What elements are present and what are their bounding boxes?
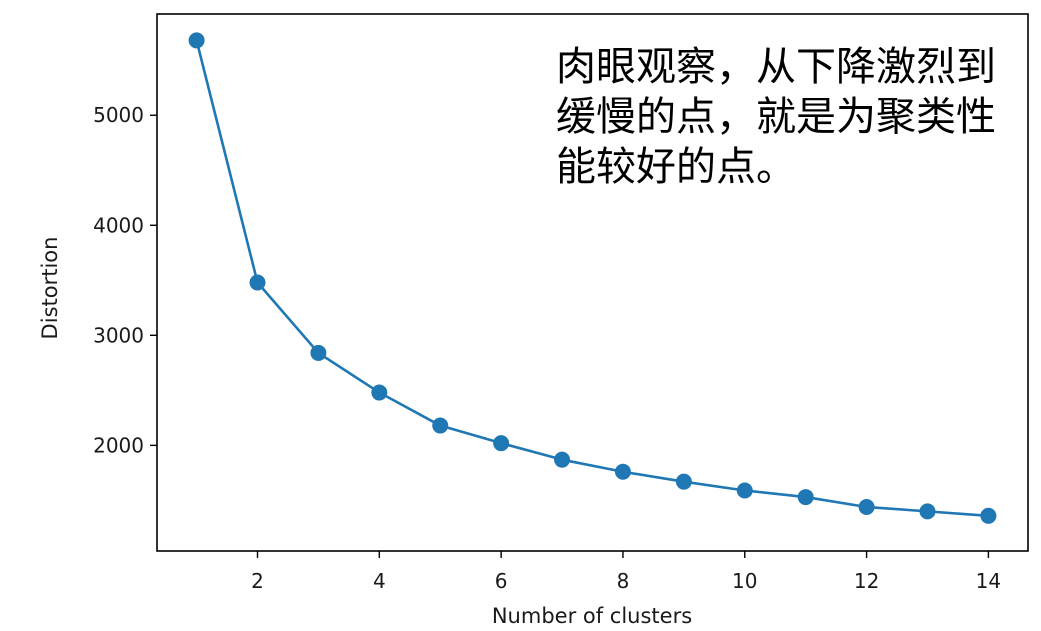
data-point bbox=[797, 489, 814, 506]
x-tick-label: 10 bbox=[732, 569, 757, 593]
annotation-line-2: 缓慢的点，就是为聚类性 bbox=[556, 94, 996, 140]
annotation-line-3: 能较好的点。 bbox=[556, 144, 796, 190]
x-tick-label: 8 bbox=[617, 569, 630, 593]
y-tick-label: 4000 bbox=[93, 213, 144, 237]
y-tick-label: 3000 bbox=[93, 323, 144, 347]
data-point bbox=[919, 503, 936, 520]
data-point bbox=[188, 32, 205, 49]
x-tick-label: 2 bbox=[251, 569, 264, 593]
data-point bbox=[980, 507, 997, 524]
data-point bbox=[736, 482, 753, 499]
data-point bbox=[249, 274, 266, 291]
data-point bbox=[858, 498, 875, 515]
y-axis-label: Distortion bbox=[38, 237, 62, 340]
x-tick-label: 4 bbox=[373, 569, 386, 593]
series-group bbox=[188, 32, 997, 524]
y-tick-label: 2000 bbox=[93, 433, 144, 457]
data-point bbox=[371, 384, 388, 401]
y-tick-label: 5000 bbox=[93, 103, 144, 127]
data-point bbox=[554, 451, 571, 468]
x-tick-label: 14 bbox=[976, 569, 1001, 593]
data-point bbox=[614, 463, 631, 480]
data-point bbox=[310, 344, 327, 361]
data-point bbox=[675, 473, 692, 490]
plot-area bbox=[156, 13, 1029, 552]
series-line bbox=[195, 40, 989, 518]
x-tick-label: 6 bbox=[495, 569, 508, 593]
x-axis-ticks: 2 4 6 8 10 12 14 bbox=[251, 551, 1001, 593]
data-point bbox=[432, 417, 449, 434]
data-point bbox=[493, 435, 510, 452]
annotation-line-1: 肉眼观察，从下降激烈到 bbox=[556, 44, 996, 90]
y-axis-ticks: 2000 3000 4000 5000 bbox=[93, 103, 157, 457]
x-axis-label: Number of clusters bbox=[492, 604, 692, 628]
x-tick-label: 12 bbox=[854, 569, 879, 593]
